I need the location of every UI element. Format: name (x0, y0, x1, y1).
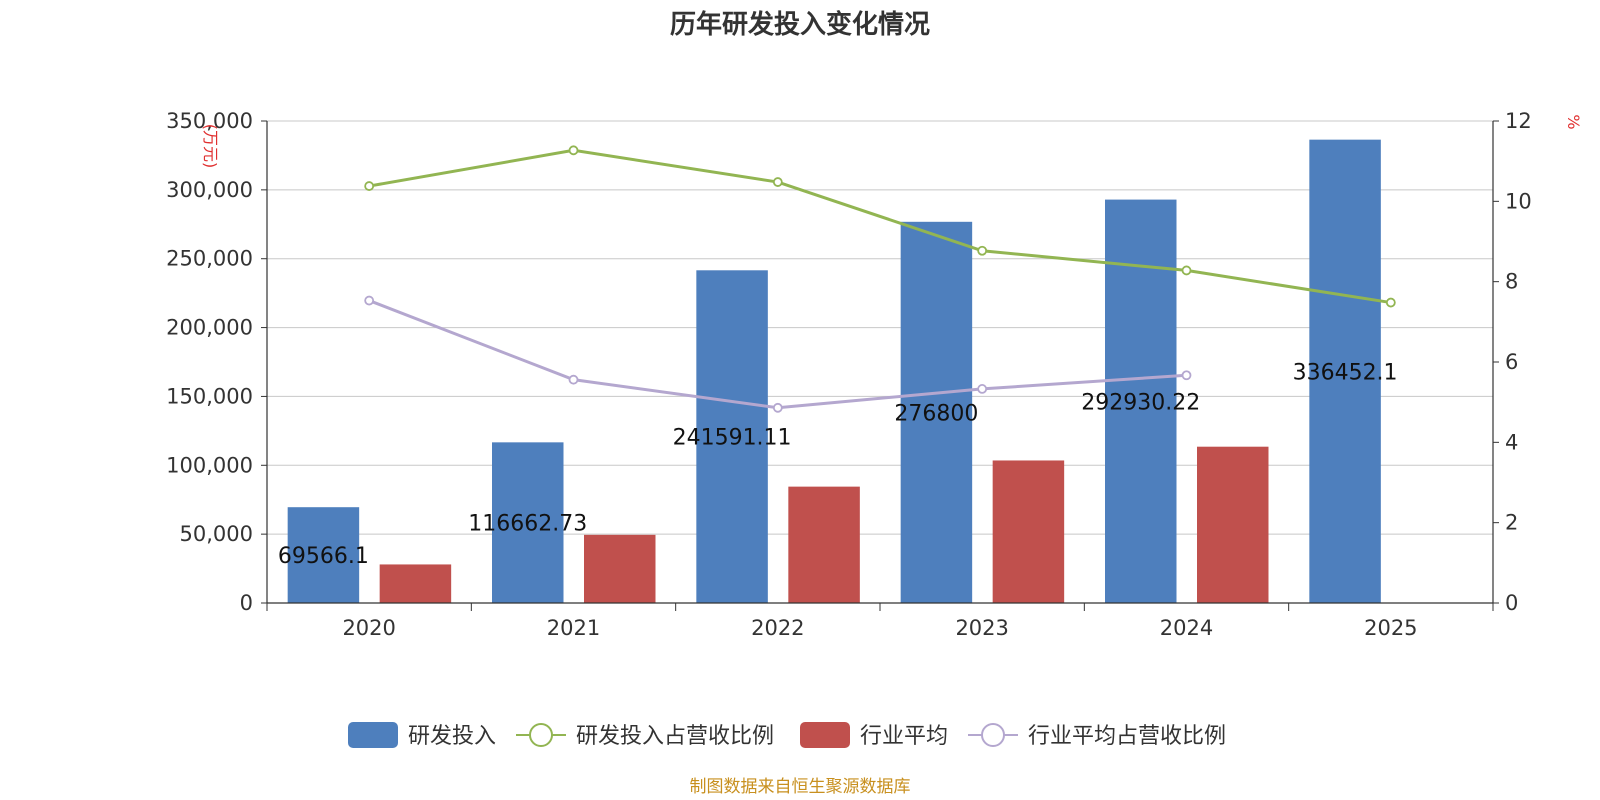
line-point (1385, 297, 1396, 308)
legend-swatch-bar (800, 722, 850, 748)
bar-rd-investment (1309, 139, 1381, 603)
right-tick-label: 4 (1505, 430, 1518, 454)
legend-label: 研发投入占营收比例 (576, 724, 774, 749)
bar-rd-investment (492, 442, 564, 603)
source-note: 制图数据来自恒生聚源数据库 (690, 777, 911, 797)
bar-rd-investment (287, 507, 360, 603)
x-tick-label: 2025 (1364, 616, 1417, 640)
bar-data-label: 276800 (894, 401, 978, 426)
data-labels-layer: 69566.1 116662.73 241591.11 276800 292930.22… (278, 360, 1398, 569)
bar-data-label: 292930.22 (1081, 390, 1200, 415)
right-tick-label: 8 (1505, 270, 1518, 294)
bars-layer (287, 139, 1381, 603)
line-point (568, 145, 579, 156)
bar-industry-average (992, 460, 1065, 603)
bar-industry-average (584, 534, 656, 603)
line-rd-ratio (368, 148, 1392, 305)
left-tick-label: 50,000 (180, 522, 253, 546)
right-tick-label: 2 (1505, 511, 1518, 535)
bar-rd-investment (900, 221, 973, 603)
legend: 研发投入 研发投入占营收比例 行业平均 行业平均占营收比例 (348, 722, 1226, 749)
legend-label: 行业平均 (860, 724, 948, 749)
right-tick-label: 12 (1505, 109, 1532, 133)
grid-lines (267, 120, 1493, 535)
line-industry-ratio (368, 299, 1187, 410)
left-tick-label: 150,000 (166, 384, 253, 408)
line-point (364, 181, 375, 191)
left-tick-label: 100,000 (166, 453, 253, 477)
left-tick-label: 200,000 (166, 316, 253, 340)
left-tick-label: 350,000 (166, 109, 253, 133)
line-point (772, 402, 783, 413)
legend-swatch-marker (981, 723, 1005, 747)
x-tick-label: 2020 (342, 616, 395, 640)
right-tick-label: 10 (1505, 189, 1532, 213)
line-point (977, 245, 988, 256)
bar-data-label: 336452.1 (1293, 360, 1398, 385)
right-tick-label: 0 (1505, 591, 1518, 615)
chart-title: 历年研发投入变化情况 (670, 9, 930, 40)
lines-layer (364, 145, 1396, 413)
bar-rd-investment (696, 270, 768, 603)
x-tick-label: 2023 (955, 616, 1008, 640)
bar-data-label: 241591.11 (673, 426, 792, 451)
left-tick-label: 0 (240, 591, 253, 615)
line-point (364, 295, 375, 306)
line-point (568, 374, 579, 385)
axes-layer: 0 50,000 100,000 150,000 200,000 250,000 300,0… (166, 109, 1532, 640)
right-axis-unit: % (1564, 114, 1583, 129)
bar-data-label: 116662.73 (468, 512, 587, 537)
x-tick-label: 2022 (751, 616, 804, 640)
legend-swatch-bar (348, 722, 398, 748)
bar-industry-average (1197, 446, 1269, 603)
x-tick-label: 2021 (547, 616, 600, 640)
line-point (772, 177, 783, 187)
line-point (1181, 370, 1192, 381)
left-tick-label: 300,000 (166, 178, 253, 202)
bar-industry-average (788, 486, 860, 603)
left-axis-unit: (万元) (201, 124, 220, 169)
legend-label: 行业平均占营收比例 (1028, 724, 1226, 749)
line-point (977, 384, 988, 394)
legend-label: 研发投入 (408, 724, 496, 749)
bar-industry-average (379, 564, 452, 603)
bar-data-label: 69566.1 (278, 544, 369, 569)
right-tick-label: 6 (1505, 350, 1518, 374)
x-tick-label: 2024 (1160, 616, 1213, 640)
left-tick-label: 250,000 (166, 247, 253, 271)
line-point (1181, 265, 1192, 276)
legend-swatch-marker (529, 723, 553, 747)
